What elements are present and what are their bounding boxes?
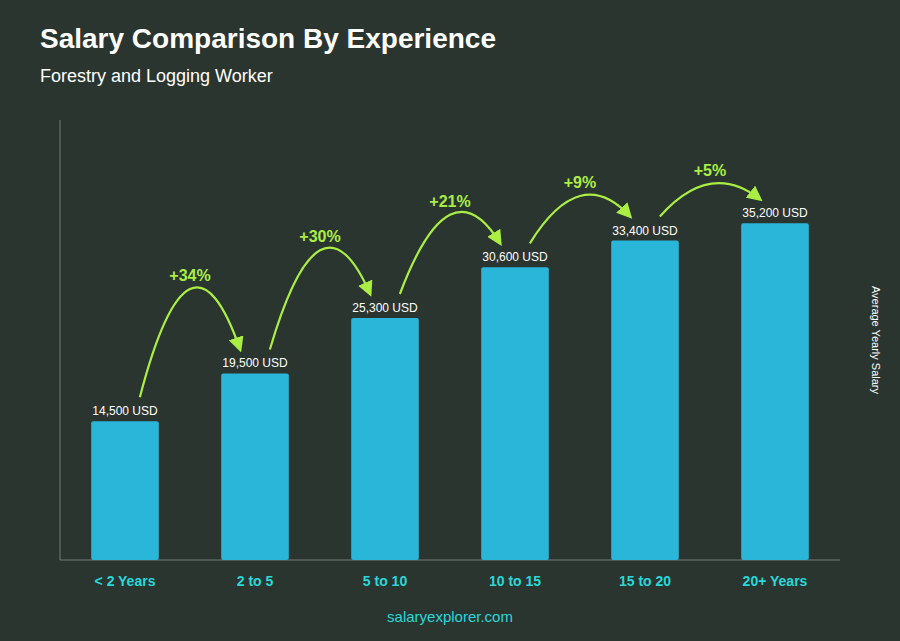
change-label: +5% — [694, 162, 726, 179]
x-tick-label: 5 to 10 — [363, 573, 408, 589]
change-arrow — [530, 195, 630, 244]
bar — [481, 267, 549, 560]
y-axis-line — [60, 120, 61, 560]
y-axis-label: Average Yearly Salary — [870, 286, 882, 395]
change-arrow — [400, 212, 500, 294]
x-tick-label: < 2 Years — [95, 573, 156, 589]
x-tick-label: 2 to 5 — [237, 573, 274, 589]
data-label: 33,400 USD — [612, 224, 678, 238]
bar — [611, 241, 679, 560]
chart: Salary Comparison By Experience Forestry … — [0, 0, 900, 641]
data-label: 14,500 USD — [92, 404, 158, 418]
x-axis-line — [60, 560, 840, 561]
change-arrow — [270, 248, 370, 350]
bars — [91, 223, 809, 560]
change-arrow — [660, 183, 760, 216]
change-label: +9% — [564, 174, 596, 191]
x-tick-label: 20+ Years — [743, 573, 808, 589]
bar — [91, 421, 159, 560]
footer: salaryexplorer.com — [387, 608, 513, 625]
change-arrow — [140, 287, 240, 397]
change-arrows — [140, 183, 760, 397]
data-label: 19,500 USD — [222, 356, 288, 370]
change-label: +30% — [299, 228, 340, 245]
x-tick-label: 15 to 20 — [619, 573, 671, 589]
bar — [221, 373, 289, 560]
change-label: +21% — [429, 193, 470, 210]
data-label: 25,300 USD — [352, 301, 418, 315]
bar — [741, 223, 809, 560]
data-label: 35,200 USD — [742, 206, 808, 220]
data-label: 30,600 USD — [482, 250, 548, 264]
title: Salary Comparison By Experience — [40, 23, 496, 54]
bar — [351, 318, 419, 560]
change-label: +34% — [169, 267, 210, 284]
x-tick-label: 10 to 15 — [489, 573, 541, 589]
subtitle: Forestry and Logging Worker — [40, 66, 273, 86]
